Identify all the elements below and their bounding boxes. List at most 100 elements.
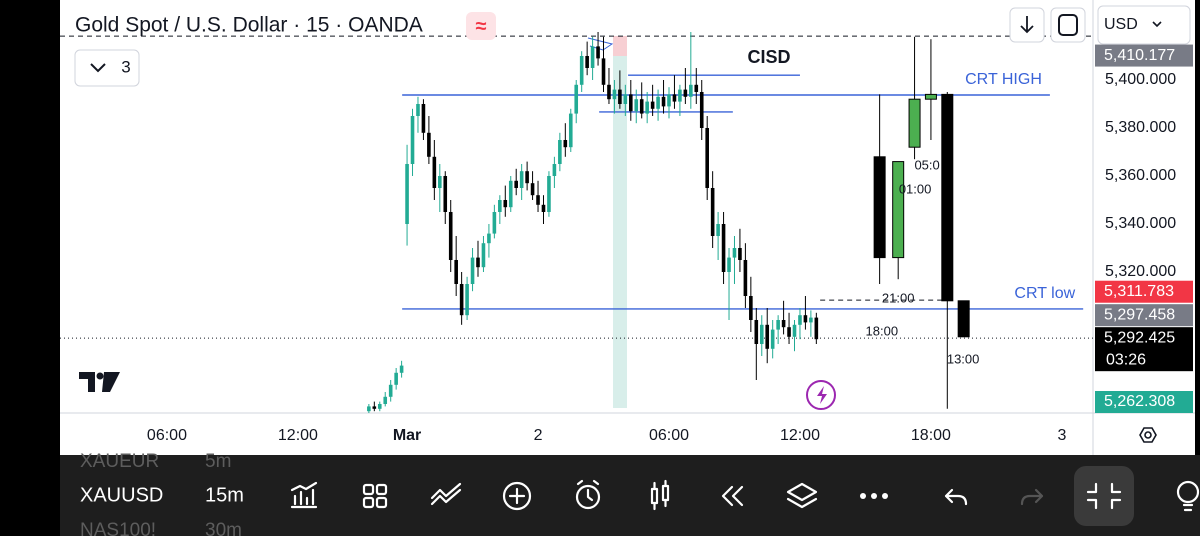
candle-body: [568, 113, 573, 148]
interval-option[interactable]: 5m: [205, 451, 231, 472]
x-tick-label: 3: [1057, 427, 1066, 444]
candle-body: [590, 46, 595, 68]
candle-body: [639, 99, 644, 114]
x-tick-label: 06:00: [147, 427, 187, 444]
redo-icon[interactable]: [1020, 488, 1044, 506]
layout-icon[interactable]: [362, 483, 388, 509]
x-tick-label: 18:00: [911, 427, 951, 444]
candle-body: [650, 101, 655, 109]
interval-option[interactable]: 30m: [205, 520, 242, 536]
candle-body: [738, 247, 742, 260]
candle-body: [607, 84, 611, 100]
candle-body: [694, 84, 699, 92]
price-badge: [1095, 280, 1193, 303]
alert-clock-icon[interactable]: [575, 479, 601, 510]
bar-chart-icon[interactable]: [290, 481, 318, 509]
y-tick-label: 5,360.000: [1105, 167, 1176, 184]
candle-body: [508, 180, 513, 208]
indicators-toggle[interactable]: [74, 49, 140, 87]
candle-body: [667, 94, 671, 107]
candle-body: [716, 223, 720, 236]
candle-body: [612, 89, 617, 100]
candle-body: [814, 317, 819, 340]
candle-body: [792, 324, 797, 337]
collapse-icon: [1086, 482, 1122, 510]
candle-body: [623, 94, 628, 104]
more-icon[interactable]: [860, 493, 888, 499]
y-tick-label: 5,380.000: [1105, 119, 1176, 136]
candle-body: [487, 233, 491, 244]
candle-body: [579, 55, 584, 85]
arrow-down: [1020, 16, 1034, 34]
candle-body: [432, 156, 437, 188]
candle-body: [399, 365, 404, 373]
candle-body: [770, 329, 775, 349]
candles-icon[interactable]: [650, 479, 670, 511]
candle-body: [372, 406, 377, 409]
objects-icon[interactable]: [786, 482, 818, 509]
candle-body: [941, 93, 954, 302]
y-tick-label: 5,400.000: [1105, 71, 1176, 88]
price-badge: [1095, 304, 1193, 327]
candle-body: [873, 156, 886, 259]
overlay-time-label: 13:00: [947, 352, 980, 367]
candle-body: [377, 403, 382, 409]
candle-body: [689, 84, 693, 97]
candle-body: [558, 139, 562, 164]
candle-body: [459, 283, 464, 316]
countdown: 03:26: [1106, 351, 1146, 368]
candle-body: [367, 406, 371, 412]
replay-icon[interactable]: [721, 485, 744, 507]
candle-body: [454, 259, 458, 284]
candle-body: [470, 257, 475, 284]
candle-body: [438, 175, 442, 188]
candle-body: [924, 93, 937, 100]
candle-body: [678, 89, 682, 102]
candle-body: [448, 211, 453, 260]
fullscreen-button[interactable]: [1050, 7, 1086, 43]
overlay-time-label: 18:00: [866, 323, 899, 338]
candle-body: [503, 199, 508, 208]
candle-body: [596, 46, 600, 59]
interval-selected[interactable]: 15m: [205, 484, 244, 506]
candle-body: [809, 317, 813, 323]
plot-area: CRT HIGH CRT low CISD 05:0 01:00 21:00 18:00 13…: [60, 31, 1093, 413]
add-icon[interactable]: [502, 481, 532, 511]
candle-body: [656, 96, 660, 109]
collapse-button[interactable]: [1074, 466, 1134, 526]
candle-body: [908, 98, 921, 148]
indicators-icon[interactable]: [430, 482, 462, 506]
currency-select[interactable]: [1097, 5, 1191, 45]
x-tick-label: 12:00: [278, 427, 318, 444]
data-status-icon[interactable]: [466, 12, 496, 40]
candle-body: [536, 195, 540, 205]
candle-body: [781, 319, 786, 328]
candle-body: [699, 91, 704, 128]
candle-body: [443, 175, 448, 212]
candle-body: [421, 103, 426, 133]
candle-body: [892, 161, 905, 259]
candle-body: [732, 247, 737, 258]
candle-body: [661, 96, 666, 107]
level-label: CRT HIGH: [965, 71, 1042, 88]
candle-body: [405, 163, 409, 224]
highlight-band: [613, 36, 627, 408]
chevron: [90, 63, 106, 73]
level-label: CRT low: [1014, 285, 1075, 302]
candle-body: [492, 211, 497, 234]
undo-icon[interactable]: [944, 488, 968, 506]
idea-icon[interactable]: [1176, 480, 1200, 512]
overlay-time-label: 05:0: [914, 157, 939, 172]
symbol-option[interactable]: NAS100!: [80, 520, 156, 536]
symbol-option[interactable]: XAUEUR: [80, 451, 159, 472]
y-tick-label: 5,340.000: [1105, 215, 1176, 232]
symbol-selected[interactable]: XAUUSD: [80, 484, 163, 506]
y-tick-label: 5,320.000: [1105, 263, 1176, 280]
axes: 5,320.000 5,340.000 5,360.000 5,380.000 5,40…: [147, 44, 1193, 444]
candle-body: [547, 175, 551, 212]
currency: USD: [1104, 16, 1138, 33]
candle-body: [765, 324, 770, 349]
chevron: [1152, 21, 1162, 28]
x-tick-label: 2: [534, 427, 543, 444]
settings-icon[interactable]: [1139, 427, 1157, 443]
